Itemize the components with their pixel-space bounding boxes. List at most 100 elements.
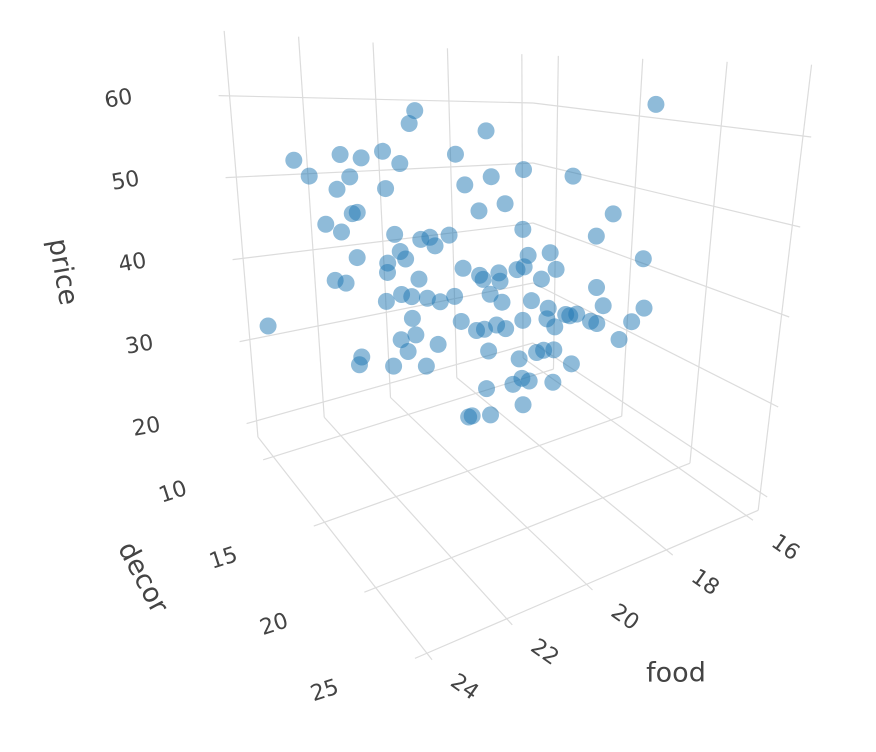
point	[391, 243, 409, 261]
point	[410, 270, 428, 288]
y-tick-label: 20	[257, 609, 291, 641]
point	[331, 146, 349, 164]
grid-line	[313, 415, 622, 527]
point	[285, 151, 303, 169]
point	[496, 195, 514, 213]
grid-line	[257, 436, 433, 661]
point	[407, 326, 425, 344]
grid-line	[414, 509, 759, 659]
point	[348, 249, 366, 267]
x-tick-label: 24	[446, 669, 483, 706]
point	[544, 373, 562, 391]
grid-line	[218, 95, 534, 104]
point	[594, 297, 612, 315]
point	[564, 167, 582, 185]
grid	[218, 30, 813, 661]
point	[259, 317, 277, 335]
grid-line	[532, 222, 790, 318]
point	[610, 331, 628, 349]
grid-line	[621, 58, 644, 417]
point	[514, 311, 532, 329]
point	[460, 408, 478, 426]
point	[417, 357, 435, 375]
grid-line	[456, 377, 674, 556]
point	[374, 142, 392, 160]
tick-labels: 16 18 20 22 24 10 15 20 25 20 30 40 50 60	[103, 84, 804, 707]
point	[426, 237, 444, 255]
point	[515, 161, 533, 179]
point	[635, 299, 653, 317]
point	[386, 225, 404, 243]
grid-line	[532, 102, 812, 138]
point	[456, 176, 474, 194]
point	[350, 356, 368, 374]
z-tick-label: 30	[124, 330, 156, 359]
point	[454, 259, 472, 277]
point	[520, 372, 538, 390]
point	[379, 263, 397, 281]
point	[547, 260, 565, 278]
point	[412, 230, 430, 248]
point	[515, 258, 533, 276]
y-tick-label: 10	[156, 476, 190, 508]
point	[328, 180, 346, 198]
grid-line	[532, 282, 779, 408]
point	[317, 215, 335, 233]
point	[377, 292, 395, 310]
point	[497, 320, 515, 338]
point	[400, 115, 418, 133]
point	[493, 293, 511, 311]
point	[332, 223, 350, 241]
z-axis-title: price	[42, 236, 84, 308]
point	[446, 145, 464, 163]
point	[541, 244, 559, 262]
z-tick-label: 60	[103, 84, 135, 113]
grid-line	[390, 397, 593, 591]
point	[482, 406, 500, 424]
x-tick-label: 20	[606, 599, 643, 636]
point	[343, 205, 361, 223]
point	[539, 299, 557, 317]
point	[480, 342, 498, 360]
y-tick-label: 25	[308, 675, 342, 707]
grid-line	[323, 416, 513, 626]
point	[399, 342, 417, 360]
grid-line	[689, 61, 728, 464]
point	[391, 155, 409, 173]
point	[587, 227, 605, 245]
grid-line	[446, 48, 458, 378]
points	[259, 95, 665, 426]
z-tick-label: 20	[131, 412, 163, 441]
point	[393, 286, 411, 304]
grid-line	[223, 30, 259, 438]
point	[588, 279, 606, 297]
point	[406, 102, 424, 120]
point	[647, 95, 665, 113]
point	[634, 250, 652, 268]
point	[557, 306, 575, 324]
point	[481, 285, 499, 303]
point	[377, 180, 395, 198]
grid-line	[364, 462, 691, 593]
x-tick-label: 16	[767, 530, 804, 567]
point	[418, 289, 436, 307]
point	[429, 335, 447, 353]
y-tick-label: 15	[206, 542, 240, 574]
point	[337, 274, 355, 292]
point	[535, 341, 553, 359]
point	[403, 309, 421, 327]
x-axis-title: food	[646, 658, 706, 689]
point	[341, 168, 359, 186]
point	[522, 292, 540, 310]
point	[470, 202, 488, 220]
point	[446, 287, 464, 305]
point	[532, 270, 550, 288]
point	[510, 350, 528, 368]
grid-line	[372, 42, 392, 398]
point	[478, 380, 496, 398]
point	[604, 205, 622, 223]
point	[623, 313, 641, 331]
z-tick-label: 40	[117, 248, 149, 277]
point	[514, 396, 532, 414]
